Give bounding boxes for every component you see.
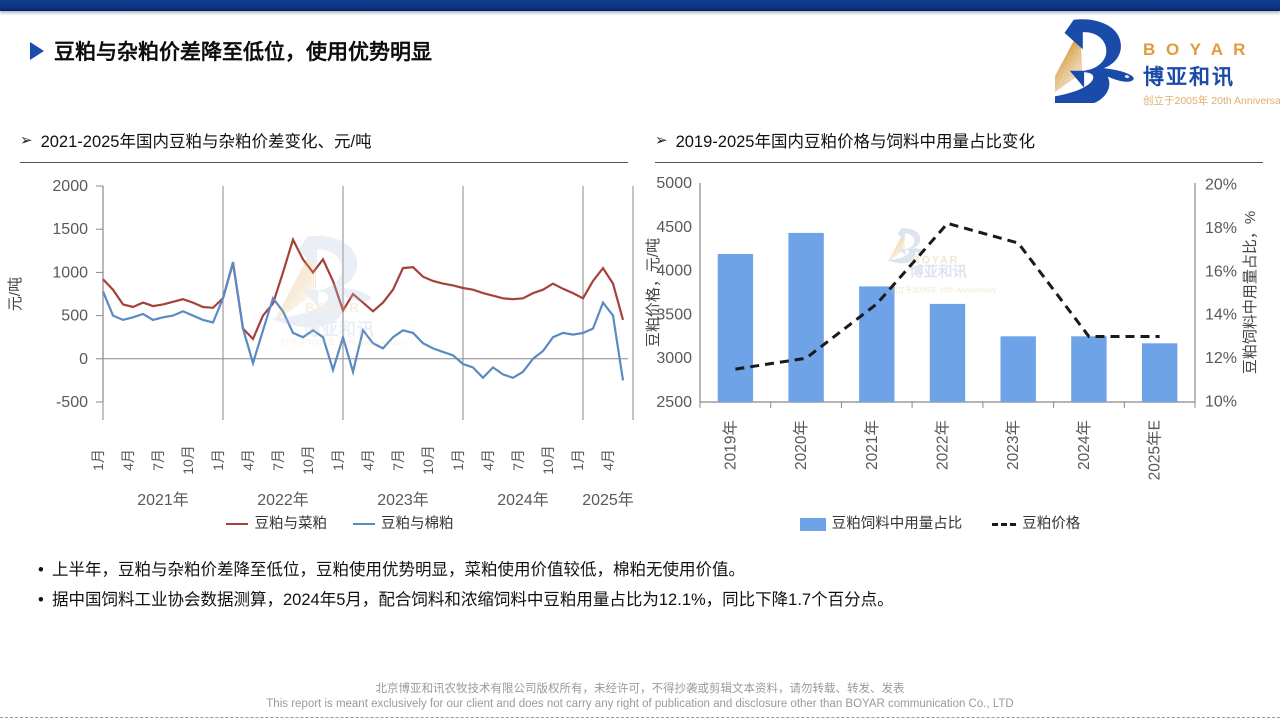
svg-text:元/吨: 元/吨 bbox=[7, 277, 24, 311]
svg-text:2020年: 2020年 bbox=[792, 420, 810, 470]
svg-text:4月: 4月 bbox=[240, 449, 256, 471]
svg-text:7月: 7月 bbox=[390, 449, 406, 471]
svg-text:1月: 1月 bbox=[90, 449, 106, 471]
svg-text:豆粕价格，元/吨: 豆粕价格，元/吨 bbox=[645, 238, 662, 347]
svg-text:1000: 1000 bbox=[52, 264, 88, 281]
svg-text:7月: 7月 bbox=[150, 449, 166, 471]
svg-text:2023年: 2023年 bbox=[377, 491, 429, 509]
svg-text:4月: 4月 bbox=[120, 449, 136, 471]
svg-text:2019年: 2019年 bbox=[721, 420, 739, 470]
svg-text:20%: 20% bbox=[1205, 176, 1237, 193]
svg-text:1月: 1月 bbox=[210, 449, 226, 471]
svg-text:12%: 12% bbox=[1205, 350, 1237, 367]
svg-text:2000: 2000 bbox=[52, 178, 88, 195]
svg-text:2024年: 2024年 bbox=[1075, 420, 1093, 470]
svg-text:7月: 7月 bbox=[510, 449, 526, 471]
svg-text:10月: 10月 bbox=[540, 445, 556, 475]
svg-text:7月: 7月 bbox=[270, 449, 286, 471]
svg-text:5000: 5000 bbox=[656, 175, 692, 192]
svg-text:0: 0 bbox=[79, 351, 88, 368]
svg-text:豆粕饲料中用量占比，%: 豆粕饲料中用量占比，% bbox=[1242, 211, 1259, 374]
svg-text:1月: 1月 bbox=[450, 449, 466, 471]
svg-text:博亚和讯: 博亚和讯 bbox=[909, 262, 967, 280]
svg-text:1月: 1月 bbox=[570, 449, 586, 471]
svg-text:2500: 2500 bbox=[656, 394, 692, 411]
svg-text:3000: 3000 bbox=[656, 350, 692, 367]
svg-text:2025年E: 2025年E bbox=[1146, 420, 1164, 480]
svg-text:1500: 1500 bbox=[52, 221, 88, 238]
svg-text:10%: 10% bbox=[1205, 394, 1237, 411]
svg-text:14%: 14% bbox=[1205, 307, 1237, 324]
svg-text:16%: 16% bbox=[1205, 263, 1237, 280]
svg-text:500: 500 bbox=[61, 308, 88, 325]
svg-text:4500: 4500 bbox=[656, 219, 692, 236]
svg-text:2025年: 2025年 bbox=[582, 491, 634, 509]
svg-text:10月: 10月 bbox=[420, 445, 436, 475]
svg-text:10月: 10月 bbox=[300, 445, 316, 475]
svg-text:2024年: 2024年 bbox=[497, 491, 549, 509]
svg-text:10月: 10月 bbox=[180, 445, 196, 475]
svg-text:2021年: 2021年 bbox=[137, 491, 189, 509]
svg-text:2022年: 2022年 bbox=[934, 420, 952, 470]
svg-text:4月: 4月 bbox=[360, 449, 376, 471]
svg-text:创立于2005年 20th Anniversary: 创立于2005年 20th Anniversary bbox=[890, 285, 997, 295]
svg-text:18%: 18% bbox=[1205, 220, 1237, 237]
svg-text:4月: 4月 bbox=[480, 449, 496, 471]
svg-text:-500: -500 bbox=[56, 394, 88, 411]
svg-text:2021年: 2021年 bbox=[863, 420, 881, 470]
svg-text:1月: 1月 bbox=[330, 449, 346, 471]
svg-text:2023年: 2023年 bbox=[1004, 420, 1022, 470]
svg-text:2022年: 2022年 bbox=[257, 491, 309, 509]
svg-text:4月: 4月 bbox=[600, 449, 616, 471]
